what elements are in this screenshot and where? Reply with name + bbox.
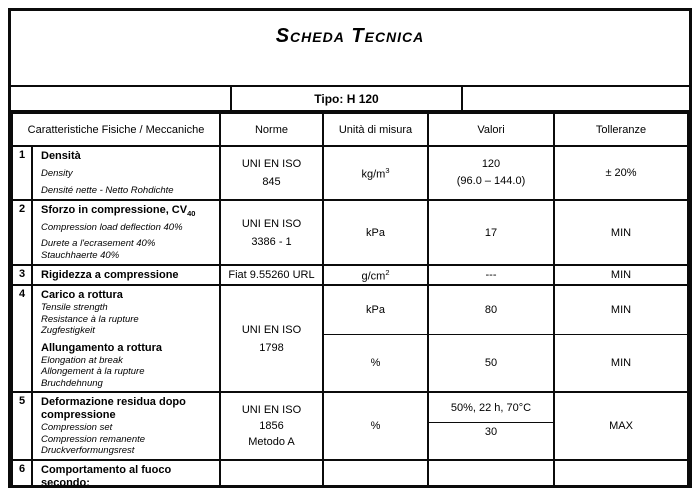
norm-cell: UNI EN ISO 3386 - 1 [219,198,324,267]
norm-line: Metodo A [248,435,295,448]
unit-cell: % [322,391,429,461]
tolerance-cell: MIN [553,264,689,287]
unit-value: g/cm [361,270,386,283]
property-cell: Densità Density Densité nette - Netto Ro… [31,145,221,201]
page-title: Scheda Tecnica [275,25,425,47]
value-cell: 17 [427,198,555,267]
property-translation: Compression remanente [41,433,146,445]
unit-cell: kg/m3 [322,145,429,201]
property-name-subscript: 40 [187,209,196,219]
row-number: 4 [11,284,33,394]
table-row: 1 Densità Density Densité nette - Netto … [11,145,689,201]
property-translation: Stauchhaerte 40% [41,250,120,262]
value-line: (96.0 – 144.0) [456,175,526,187]
unit-cell: % [322,334,429,394]
property-cell: Rigidezza a compressione [31,264,221,287]
type-row-right-cell [463,87,689,110]
property-cell: Carico a rottura Tensile strength Resist… [31,284,221,394]
type-row-left-cell [11,87,232,110]
property-translation: Tensile strength [41,302,108,314]
norm-cell: Fiat 9.55260 URL [219,264,324,287]
norm-line: UNI EN ISO [241,323,302,336]
value-cell: 50%, 22 h, 70°C [427,391,555,424]
norm-cell: UNI EN ISO 1798 [219,284,324,394]
row-number: 3 [11,264,33,287]
row-number: 2 [11,198,33,267]
type-row: Tipo: H 120 [11,87,689,112]
header-row: Caratteristiche Fisiche / Meccaniche Nor… [11,112,689,147]
value-cell: 80 [427,284,555,336]
unit-cell: kPa [322,284,429,336]
table-row: 2 Sforzo in compressione, CV40 Compressi… [11,198,689,267]
property-name: Sforzo in compressione, CV40 [41,204,196,219]
norm-cell: UNI EN ISO 1856 Metodo A [219,391,324,461]
property-translation: Compression set [41,422,113,434]
tolerance-cell: Minore [553,458,689,485]
property-translation: Durete a l'ecrasement 40% [41,238,156,250]
column-header-unita: Unità di misura [322,112,429,147]
value-cell: 120 (96.0 – 144.0) [427,145,555,201]
property-translation: Allongement à la rupture [41,366,145,378]
tolerance-cell: MIN [553,284,689,336]
property-name: Rigidezza a compressione [41,269,179,282]
tolerance-cell: MIN [553,198,689,267]
unit-cell: kPa [322,198,429,267]
norm-line: 845 [262,176,281,188]
unit-value: kg/m [361,168,386,181]
property-translation: Elongation at break [41,354,123,366]
norm-line: 3386 - 1 [251,235,292,248]
property-translation: Bruchdehnung [41,377,103,389]
property-translation: Resistance à la rupture [41,313,139,325]
unit-cell: g/cm2 [322,264,429,287]
datasheet: Scheda Tecnica Tipo: H 120 Caratteristic… [8,8,692,488]
property-name: Allungamento a rottura [41,341,163,354]
value-cell: 50 [427,334,555,394]
norm-cell: UNI EN ISO 845 [219,145,324,201]
value-cell: 30 [427,422,555,461]
column-header-norme: Norme [219,112,324,147]
column-header-caratteristiche: Caratteristiche Fisiche / Meccaniche [11,112,221,147]
table-row: 5 Deformazione residua dopo compressione… [11,391,689,461]
property-cell: Deformazione residua dopo compressione C… [31,391,221,461]
value-cell: --- [427,264,555,287]
table-row: % 50 MIN [12,334,689,394]
tolerance-cell: MIN [553,334,689,394]
property-translation: Druckverformungsrest [41,445,135,457]
tolerance-cell: MAX [553,391,689,461]
row-number: 6 [11,458,33,485]
row-number: 1 [11,145,33,201]
unit-cell: mm/min [322,458,429,485]
property-translation: Zugfestigkeit [41,325,95,337]
property-translation: Density [41,168,73,179]
unit-superscript: 3 [385,165,390,175]
norm-line: 1798 [259,341,284,354]
column-header-tolleranze: Tolleranze [553,112,689,147]
property-name: Carico a rottura [41,289,123,302]
property-cell: Comportamento al fuoco secondo: Flame te… [31,458,221,488]
column-header-valori: Valori [427,112,555,147]
table-row: 30 [12,422,688,461]
table-row: 4 Carico a rottura Tensile strength Resi… [11,284,689,394]
value-line: 120 [481,158,501,170]
property-name: Densità [41,150,81,162]
norm-line: 1856 [259,419,284,432]
norm-line: UNI EN ISO [241,158,302,170]
norm-line: UNI EN ISO [241,403,302,416]
property-name: Comportamento al fuoco secondo: [41,463,172,488]
value-cell: 100 [427,458,555,485]
tolerance-cell: ± 20% [553,145,689,201]
table-row: 3 Rigidezza a compressione Fiat 9.55260 … [11,264,689,287]
property-translation: Densité nette - Netto Rohdichte [41,185,174,196]
type-label: Tipo: H 120 [232,87,463,110]
row-number: 5 [11,391,33,461]
property-translation: Compression load deflection 40% [41,222,183,234]
norm-cell: MVSS 302 [219,458,324,485]
property-name: Deformazione residua dopo compressione [41,396,186,422]
unit-superscript: 2 [385,267,390,277]
table-row: 6 Comportamento al fuoco secondo: Flame … [11,458,689,488]
norm-line: UNI EN ISO [241,217,302,230]
property-cell: Sforzo in compressione, CV40 Compression… [31,198,221,267]
properties-table: Caratteristiche Fisiche / Meccaniche Nor… [11,112,689,488]
title-block: Scheda Tecnica [11,11,689,87]
